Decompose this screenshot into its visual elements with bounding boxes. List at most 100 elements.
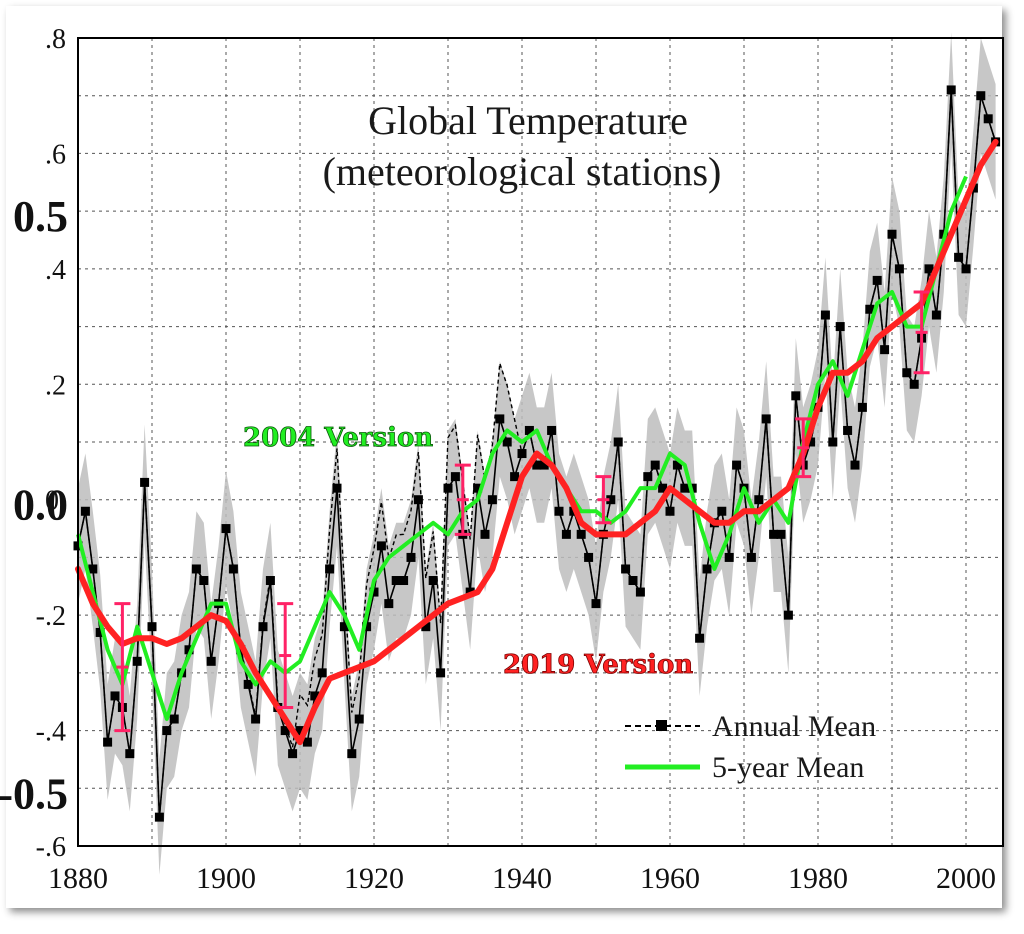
annual-mean-point: [976, 91, 986, 101]
annual-mean-point: [110, 691, 120, 701]
annual-mean-point: [228, 564, 238, 574]
y-tick-label-large: -0.5: [0, 769, 68, 818]
red-smooth-layer: [75, 138, 999, 746]
annual-mean-point: [894, 264, 904, 274]
y-tick-label-small: .4: [45, 255, 66, 286]
x-tick-label: 1960: [640, 862, 700, 895]
x-tick-label: 1880: [48, 862, 108, 895]
annual-mean-point: [843, 425, 853, 435]
annual-mean-point: [251, 714, 261, 724]
x-tick-label: 2000: [936, 862, 996, 895]
error-bars-layer: [114, 290, 930, 733]
annual-mean-point: [724, 552, 734, 562]
annual-mean-point: [554, 506, 564, 516]
chart-subtitle: (meteorological stations): [323, 149, 722, 194]
annual-mean-point: [295, 726, 305, 736]
annual-mean-point: [487, 495, 497, 505]
annual-mean-point: [613, 437, 623, 447]
annual-mean-point: [332, 483, 342, 493]
annual-mean-point: [376, 541, 386, 551]
annual-mean-point: [450, 472, 460, 482]
annual-mean-point: [428, 576, 438, 586]
annual-mean-point: [132, 656, 142, 666]
annual-mean-point: [584, 552, 594, 562]
legend-annual-marker: [656, 720, 667, 731]
annual-mean-point: [865, 304, 875, 314]
annual-mean-point: [310, 691, 320, 701]
annual-mean-point: [391, 576, 401, 586]
annual-mean-point: [769, 529, 779, 539]
annual-mean-point: [880, 345, 890, 355]
legend-annual-label: Annual Mean: [712, 710, 876, 743]
annual-mean-point: [961, 264, 971, 274]
y-tick-label-large: 0.0: [13, 481, 68, 530]
annual-mean-point: [413, 495, 423, 505]
annual-mean-point: [206, 656, 216, 666]
x-tick-label: 1920: [344, 862, 404, 895]
y-tick-label-large: 0.5: [13, 192, 68, 241]
annual-mean-point: [436, 668, 446, 678]
annual-mean-point: [887, 229, 897, 239]
annual-mean-point: [495, 414, 505, 424]
annual-mean-point: [761, 414, 771, 424]
y-axis-ticks: .8 .6 .4 .2 0. -.2 -.4 -.6 0.5 0.0 -0.5: [0, 24, 68, 863]
annual-mean-point: [591, 599, 601, 609]
annual-mean-point: [828, 437, 838, 447]
x-tick-label: 1940: [492, 862, 552, 895]
annual-mean-point: [302, 737, 312, 747]
five-year-mean-line: [76, 175, 968, 722]
annual-mean-point: [909, 379, 919, 389]
annual-mean-point: [347, 749, 357, 759]
annual-mean-point: [635, 587, 645, 597]
annual-mean-point: [517, 449, 527, 459]
annual-mean-point: [680, 483, 690, 493]
annual-mean-point: [510, 472, 520, 482]
five-year-mean-layer: [76, 175, 968, 722]
annual-mean-point: [325, 564, 335, 574]
annual-mean-point: [857, 402, 867, 412]
annual-mean-point: [983, 114, 993, 124]
annual-mean-point: [532, 460, 542, 470]
annual-mean-point: [643, 472, 653, 482]
y-tick-label-small: .2: [45, 370, 66, 401]
annual-mean-point: [162, 726, 172, 736]
error-bar: [913, 290, 930, 375]
annual-mean-point: [650, 460, 660, 470]
error-bar: [595, 475, 612, 525]
annual-mean-point: [806, 437, 816, 447]
error-bar: [454, 463, 471, 536]
annual-mean-point: [480, 529, 490, 539]
y-tick-label-small: -.2: [36, 601, 66, 632]
annual-mean-point: [80, 506, 90, 516]
annual-mean-point: [184, 645, 194, 655]
annual-mean-point: [672, 460, 682, 470]
annual-mean-point: [154, 812, 164, 822]
annual-mean-point: [369, 587, 379, 597]
annual-mean-point: [717, 506, 727, 516]
annual-mean-point: [502, 437, 512, 447]
annual-mean-point: [954, 252, 964, 262]
annual-mean-point: [665, 506, 675, 516]
annual-mean-point: [628, 576, 638, 586]
annotation-2004-version: 2004 Version: [243, 423, 433, 453]
annual-mean-point: [125, 749, 135, 759]
x-tick-label: 1900: [196, 862, 256, 895]
annual-mean-point: [658, 483, 668, 493]
annual-mean-layer: [73, 85, 1001, 822]
annual-mean-point: [754, 495, 764, 505]
annual-mean-point: [576, 529, 586, 539]
annual-mean-point: [339, 622, 349, 632]
annual-mean-point: [835, 322, 845, 332]
annual-mean-point: [88, 564, 98, 574]
annual-mean-point: [872, 275, 882, 285]
annotation-2019-version: 2019 Version: [503, 650, 693, 680]
annual-mean-point: [140, 477, 150, 487]
annual-mean-point: [191, 564, 201, 574]
annual-mean-point: [561, 529, 571, 539]
annual-mean-point: [221, 524, 231, 534]
y-tick-label-small: .8: [45, 24, 66, 55]
annual-mean-point: [362, 622, 372, 632]
annual-mean-point: [265, 576, 275, 586]
annual-mean-point: [317, 668, 327, 678]
annual-mean-point: [473, 483, 483, 493]
